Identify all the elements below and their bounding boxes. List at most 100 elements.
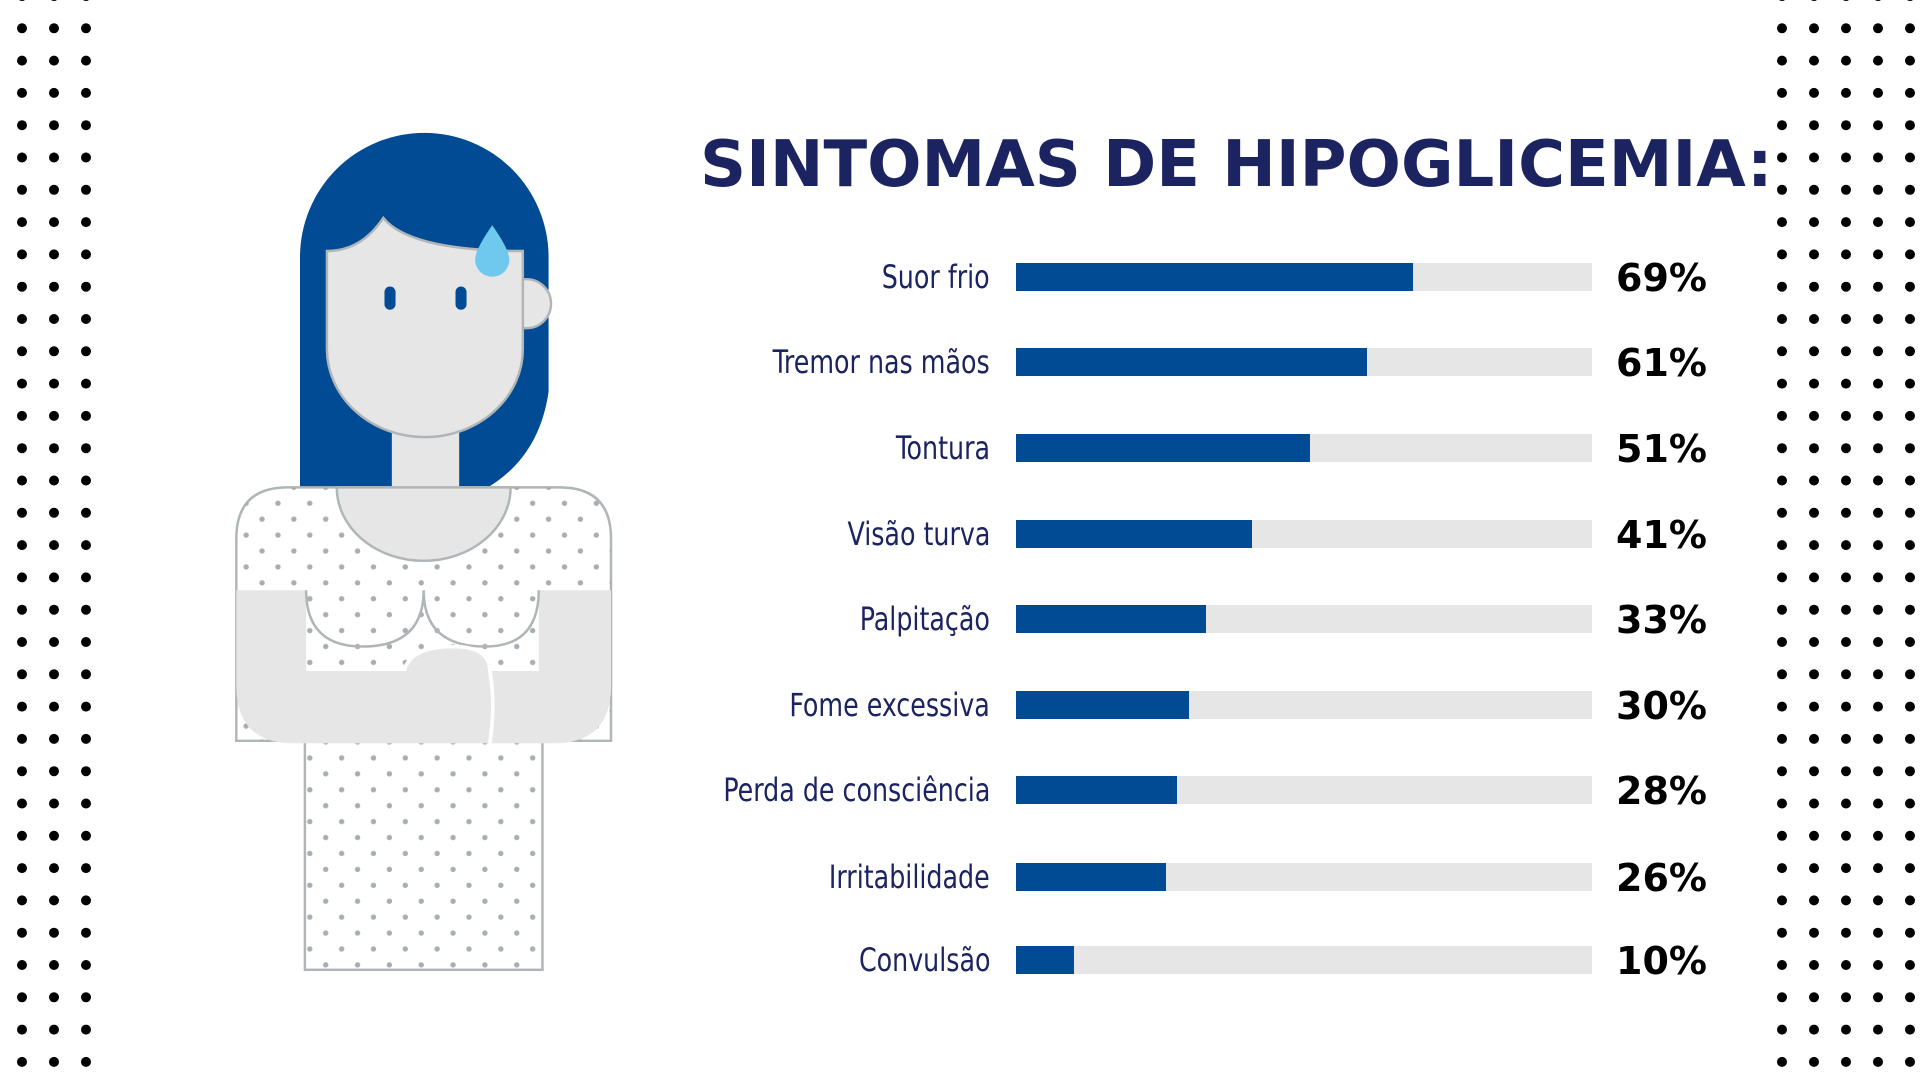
dot <box>1905 637 1915 647</box>
dot <box>1809 637 1819 647</box>
dot <box>1841 637 1851 647</box>
dot <box>17 992 27 1003</box>
dot <box>17 895 27 906</box>
bar <box>1016 348 1368 376</box>
dot <box>17 572 27 583</box>
bar-row: Convulsão 10% <box>0 940 1740 982</box>
dot <box>1841 87 1851 98</box>
eye-right <box>455 286 467 310</box>
dot <box>49 895 59 906</box>
dot <box>1777 927 1787 938</box>
dot <box>1779 0 1785 1</box>
dot <box>1841 895 1851 906</box>
dot <box>1809 701 1819 712</box>
dot <box>1777 184 1787 195</box>
dot <box>49 927 59 938</box>
face <box>325 215 525 439</box>
dot <box>49 701 59 712</box>
dot <box>1809 87 1819 98</box>
dot <box>1809 669 1819 680</box>
dot <box>1841 152 1851 163</box>
dot <box>51 0 57 1</box>
dot <box>1809 443 1819 454</box>
bar <box>1016 605 1207 633</box>
dot <box>1841 669 1851 680</box>
dot <box>1905 927 1915 938</box>
dot <box>81 637 91 647</box>
bar-track <box>1016 434 1592 462</box>
dot <box>1873 927 1883 938</box>
dot <box>17 55 27 66</box>
dot <box>1905 798 1915 809</box>
dot <box>1777 217 1787 228</box>
dot <box>1841 314 1851 324</box>
dot <box>49 992 59 1003</box>
dot <box>1907 0 1913 1</box>
dot <box>1905 217 1915 228</box>
dot <box>1873 540 1883 551</box>
dot <box>81 249 91 260</box>
dot <box>81 733 91 744</box>
dot <box>1873 992 1883 1003</box>
hand <box>402 644 495 744</box>
dot <box>17 152 27 163</box>
dot <box>1873 281 1883 292</box>
dot <box>49 830 59 841</box>
dot <box>81 507 91 518</box>
dot <box>1841 184 1851 195</box>
dot <box>1809 766 1819 777</box>
dot <box>1809 475 1819 486</box>
dot <box>49 798 59 809</box>
dot <box>1905 507 1915 518</box>
dot <box>17 637 27 647</box>
dot <box>49 184 59 195</box>
dot <box>1873 1024 1883 1035</box>
dot <box>1905 410 1915 421</box>
dot <box>49 572 59 583</box>
bar-track <box>1016 691 1592 719</box>
dot <box>1873 895 1883 906</box>
dot <box>81 604 91 615</box>
dot <box>1841 992 1851 1003</box>
dot <box>17 475 27 486</box>
dot <box>1777 152 1787 163</box>
dot <box>17 346 27 357</box>
dot <box>1841 443 1851 454</box>
dot <box>81 572 91 583</box>
dot <box>1873 120 1883 131</box>
dot <box>49 346 59 357</box>
dot <box>1841 410 1851 421</box>
dot <box>49 507 59 518</box>
category-label: Tremor nas mãos <box>772 343 990 381</box>
dot <box>1873 798 1883 809</box>
bar <box>1016 434 1310 462</box>
dot <box>49 1056 59 1067</box>
dot <box>1841 346 1851 357</box>
dot <box>17 249 27 260</box>
dot <box>1777 669 1787 680</box>
sweat-drop-icon <box>475 225 510 277</box>
dot <box>81 55 91 66</box>
dot <box>1777 1056 1787 1067</box>
dot <box>1905 733 1915 744</box>
dot <box>81 378 91 389</box>
dot <box>49 443 59 454</box>
dot <box>1905 863 1915 874</box>
value-label: 28% <box>1616 769 1707 813</box>
dot <box>49 475 59 486</box>
dot <box>1841 1056 1851 1067</box>
dot <box>1905 701 1915 712</box>
dot <box>1777 572 1787 583</box>
dot <box>81 798 91 809</box>
dot <box>1873 863 1883 874</box>
dot <box>1777 701 1787 712</box>
dot <box>1905 992 1915 1003</box>
dot <box>49 540 59 551</box>
dot <box>1809 1024 1819 1035</box>
category-label: Tontura <box>895 429 990 467</box>
dot <box>1873 572 1883 583</box>
bar-track <box>1016 520 1592 548</box>
dot <box>1875 0 1881 1</box>
dot <box>1809 540 1819 551</box>
dot <box>1873 830 1883 841</box>
